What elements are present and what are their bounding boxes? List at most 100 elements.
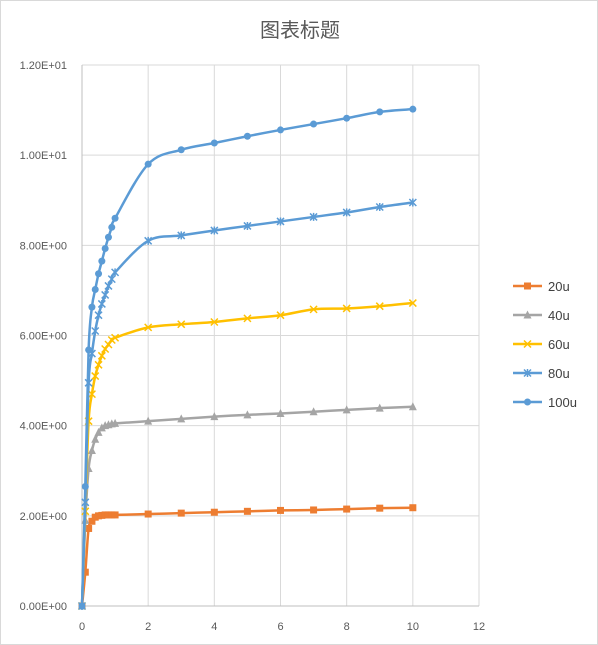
data-point: [243, 410, 252, 419]
data-point: [343, 505, 351, 513]
series-100u: [78, 105, 417, 610]
data-point: [210, 508, 218, 516]
series-60u: [77, 299, 417, 611]
data-point: [97, 351, 106, 360]
data-point: [104, 233, 112, 241]
data-point: [409, 504, 417, 512]
data-point: [91, 434, 100, 443]
data-point: [101, 290, 110, 299]
data-point: [94, 360, 103, 369]
data-point: [91, 286, 99, 294]
x-tick-label: 10: [407, 621, 419, 633]
y-tick-label: 1.20E+01: [20, 60, 67, 72]
y-tick-label: 2.00E+00: [20, 511, 67, 523]
legend-marker: [524, 398, 531, 406]
legend-label: 60u: [548, 337, 570, 352]
data-point: [243, 221, 252, 230]
data-point: [94, 311, 103, 320]
legend-label: 100u: [548, 395, 577, 410]
data-point: [210, 226, 219, 235]
data-point: [111, 214, 119, 222]
legend-label: 80u: [548, 366, 570, 381]
data-point: [101, 344, 110, 354]
data-point: [310, 506, 318, 514]
legend-marker: [524, 282, 531, 290]
data-point: [108, 223, 116, 231]
data-point: [97, 299, 106, 308]
data-point: [104, 281, 113, 290]
series-line-100u: [80, 107, 413, 607]
data-point: [111, 268, 120, 277]
data-point: [88, 517, 96, 525]
data-point: [111, 418, 120, 427]
data-point: [243, 507, 251, 515]
data-point: [101, 244, 109, 252]
data-point: [144, 236, 153, 245]
data-point: [177, 146, 185, 154]
x-tick-label: 2: [145, 621, 151, 633]
data-point: [95, 270, 103, 278]
legend-marker: [523, 368, 532, 378]
legend-item-80u: 80u: [513, 366, 570, 381]
series-layer: [77, 105, 417, 611]
y-tick-label: 0.00E+00: [20, 601, 67, 613]
data-point: [104, 340, 113, 349]
series-40u: [78, 402, 417, 610]
data-point: [94, 427, 103, 436]
data-point: [376, 108, 384, 116]
data-point: [111, 333, 120, 342]
data-point: [91, 372, 100, 381]
x-tick-label: 0: [79, 621, 85, 633]
data-point: [81, 568, 89, 576]
legend-item-20u: 20u: [513, 279, 570, 294]
data-point: [342, 405, 351, 414]
data-point: [276, 217, 285, 226]
y-tick-label: 6.00E+00: [20, 331, 67, 343]
data-point: [408, 402, 417, 411]
data-point: [81, 483, 89, 491]
y-tick-label: 1.00E+01: [20, 150, 67, 162]
data-point: [78, 602, 86, 610]
data-point: [342, 304, 351, 313]
data-point: [98, 257, 106, 265]
data-point: [409, 105, 417, 113]
series-line-40u: [80, 405, 413, 607]
legend-item-60u: 60u: [513, 337, 570, 352]
x-tick-label: 12: [473, 621, 485, 633]
series-line-20u: [80, 506, 413, 607]
data-point: [177, 231, 186, 240]
data-point: [375, 202, 384, 212]
series-80u: [77, 198, 417, 611]
data-point: [408, 198, 417, 207]
data-point: [97, 423, 106, 432]
data-point: [210, 139, 218, 147]
data-point: [243, 132, 251, 140]
data-point: [107, 275, 116, 284]
data-point: [310, 120, 318, 128]
data-point: [87, 445, 96, 454]
x-tick-label: 6: [277, 621, 283, 633]
data-point: [85, 346, 93, 354]
data-point: [309, 212, 318, 221]
data-point: [177, 414, 186, 423]
data-point: [210, 412, 219, 421]
series-line-60u: [80, 301, 413, 607]
data-point: [276, 311, 285, 320]
data-point: [276, 408, 285, 417]
data-point: [91, 326, 100, 336]
data-point: [375, 403, 384, 412]
data-point: [376, 504, 384, 512]
data-point: [111, 511, 119, 519]
legend-item-100u: 100u: [513, 395, 577, 410]
x-tick-label: 8: [344, 621, 350, 633]
data-point: [243, 314, 252, 323]
data-point: [343, 114, 351, 122]
data-point: [144, 416, 153, 425]
data-point: [309, 407, 318, 416]
series-line-80u: [80, 201, 414, 607]
series-20u: [78, 504, 417, 610]
data-point: [177, 509, 185, 517]
data-point: [144, 160, 152, 168]
